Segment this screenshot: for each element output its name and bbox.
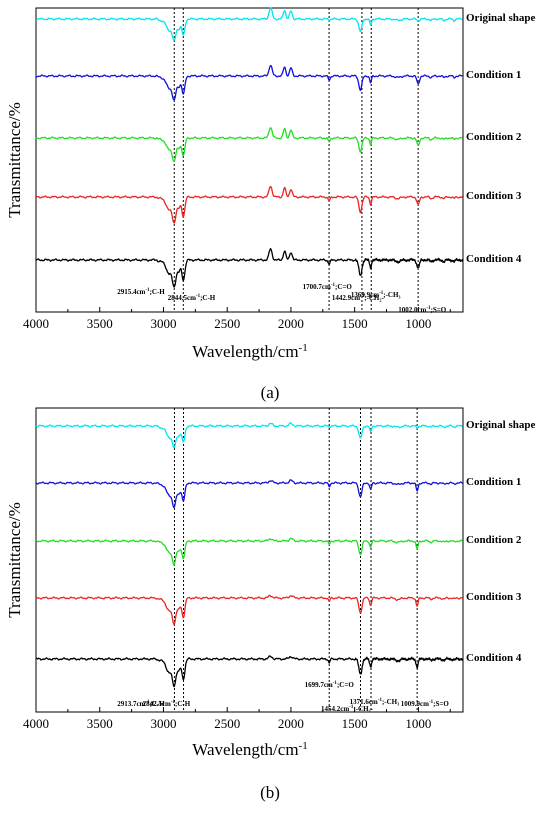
- series-label: Condition 2: [466, 534, 522, 546]
- series-label: Original shape: [466, 12, 535, 24]
- y-axis-label: Transmittance/%: [5, 102, 24, 218]
- x-tick-label: 4000: [23, 716, 49, 731]
- x-tick-label: 3500: [87, 716, 113, 731]
- series-line: [35, 479, 464, 509]
- peak-annotation: 1699.7cm-1;C=O: [305, 681, 355, 689]
- x-tick-label: 3000: [150, 316, 176, 331]
- series-line: [35, 594, 463, 626]
- peak-annotation: 1371.6cm-1;-CH₃: [350, 698, 400, 706]
- peak-annotation: 1442.9cm-1;-CH₂-: [332, 294, 385, 302]
- plot-frame: [35, 7, 464, 313]
- peak-annotation: 1369.9cm-1;-CH₃: [351, 291, 401, 299]
- peak-annotation: 2915.4cm-1;C-H: [117, 288, 165, 296]
- x-tick-label: 2000: [278, 716, 304, 731]
- series-line: [35, 185, 464, 224]
- peak-annotation: 1002.0cm-1;S=O: [398, 306, 447, 314]
- peak-annotation: 1454.2cm-1;-CH₂-: [321, 705, 374, 713]
- series-line: [35, 248, 464, 288]
- peak-annotation: 2844.5cm-1;C-H: [168, 294, 216, 302]
- chart-panel-b: 4000 3500 3000 2500 2000 1500 1000 Wavelength/c…: [5, 407, 535, 759]
- series-line: [35, 7, 463, 41]
- series-line: [35, 537, 463, 566]
- y-axis-label: Transmittance/%: [5, 502, 24, 618]
- panel-label: (b): [260, 783, 280, 802]
- plot-frame: [35, 407, 464, 713]
- x-tick-label: 4000: [23, 316, 49, 331]
- x-tick-label: 2000: [278, 316, 304, 331]
- x-tick-label: 2500: [214, 316, 240, 331]
- series-label: Condition 3: [466, 190, 522, 202]
- x-tick-label: 1500: [342, 716, 368, 731]
- series-label: Condition 3: [466, 591, 522, 603]
- chart-panel-a: 4000 3500 3000 2500 2000 1500 1000 Wavelength/c…: [5, 7, 535, 361]
- x-tick-label: 1500: [342, 316, 368, 331]
- x-tick-label: 3500: [87, 316, 113, 331]
- series-line: [35, 655, 464, 688]
- series-label: Condition 4: [466, 652, 522, 664]
- x-axis-label: Wavelength/cm-1: [192, 342, 307, 361]
- peak-annotation: 1700.7cm-1;C=O: [303, 283, 353, 291]
- series-line: [35, 422, 463, 449]
- x-tick-label: 1000: [405, 316, 431, 331]
- series-label: Condition 1: [466, 476, 521, 488]
- series-label: Condition 4: [466, 253, 522, 265]
- x-axis-label: Wavelength/cm-1: [192, 740, 307, 759]
- series-label: Original shape: [466, 419, 535, 431]
- peak-annotation: 2913.7cm-1;C-H: [117, 700, 165, 708]
- x-tick-label: 3000: [150, 716, 176, 731]
- x-tick-label: 2500: [214, 716, 240, 731]
- series-label: Condition 1: [466, 69, 521, 81]
- peak-annotation: 1009.9cm-1;S=O: [401, 700, 450, 708]
- peak-annotation: 2842.5cm-1;C-H: [143, 700, 191, 708]
- panel-label: (a): [261, 383, 280, 402]
- x-tick-label: 1000: [405, 716, 431, 731]
- series-label: Condition 2: [466, 131, 522, 143]
- series-line: [35, 64, 463, 101]
- series-line: [35, 127, 463, 162]
